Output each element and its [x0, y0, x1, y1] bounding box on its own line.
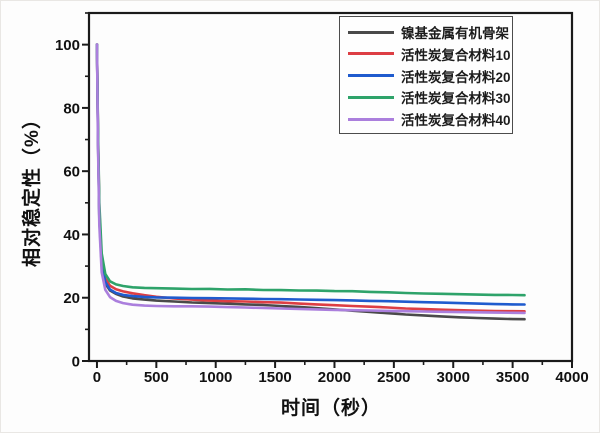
legend-line-blue — [348, 74, 394, 77]
legend-label: 活性炭复合材料30 — [401, 91, 511, 107]
svg-text:80: 80 — [63, 100, 80, 117]
legend-item-composite-20: 活性炭复合材料20 — [348, 66, 511, 86]
y-axis-title: 相对稳定性（%） — [22, 109, 43, 267]
svg-text:60: 60 — [63, 164, 80, 181]
svg-text:20: 20 — [63, 290, 80, 307]
legend-line-green — [348, 95, 394, 99]
svg-text:0: 0 — [93, 369, 101, 386]
legend-line-red — [348, 52, 394, 56]
svg-text:0: 0 — [72, 354, 80, 371]
svg-text:4000: 4000 — [555, 369, 588, 386]
legend-line-black — [348, 30, 394, 34]
svg-text:2000: 2000 — [318, 369, 351, 386]
svg-text:1000: 1000 — [199, 369, 232, 386]
svg-text:500: 500 — [144, 369, 169, 386]
legend-box: 镍基金属有机骨架 活性炭复合材料10 活性炭复合材料20 活性炭复合材料30 活… — [339, 16, 513, 134]
legend-item-composite-10: 活性炭复合材料10 — [348, 44, 511, 64]
legend-label: 活性炭复合材料10 — [401, 47, 511, 63]
svg-text:3500: 3500 — [496, 369, 529, 386]
x-axis-title: 时间（秒） — [280, 398, 381, 419]
svg-text:40: 40 — [63, 227, 80, 244]
legend-line-purple — [348, 117, 394, 121]
legend-item-composite-30: 活性炭复合材料30 — [348, 87, 511, 107]
legend-label: 活性炭复合材料40 — [401, 113, 511, 128]
legend-item-composite-40: 活性炭复合材料40 — [348, 109, 511, 129]
svg-text:1500: 1500 — [258, 369, 291, 386]
legend-item-nickel-mof: 镍基金属有机骨架 — [348, 22, 509, 42]
svg-text:2500: 2500 — [377, 369, 410, 386]
legend-label: 活性炭复合材料20 — [401, 69, 511, 85]
legend-label: 镍基金属有机骨架 — [401, 26, 509, 41]
svg-text:100: 100 — [55, 37, 80, 54]
svg-text:3000: 3000 — [437, 369, 470, 386]
